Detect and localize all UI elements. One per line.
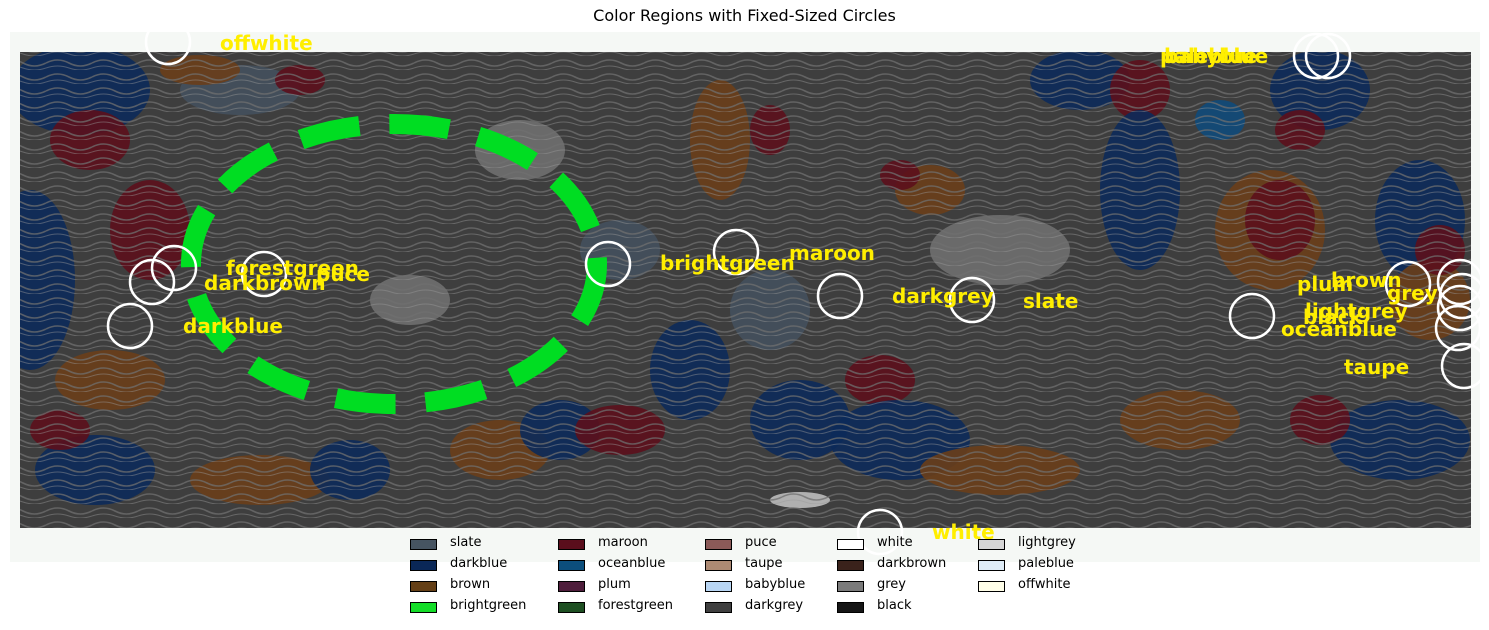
legend-swatch bbox=[558, 539, 585, 550]
marker-circle bbox=[144, 18, 192, 66]
legend-label: black bbox=[877, 598, 912, 613]
marker-circle bbox=[856, 508, 904, 556]
legend-swatch bbox=[978, 560, 1005, 571]
legend-swatch bbox=[978, 581, 1005, 592]
legend-label: taupe bbox=[745, 556, 783, 571]
marker-circle bbox=[1436, 284, 1484, 332]
chart-title: Color Regions with Fixed-Sized Circles bbox=[593, 6, 896, 25]
region-label-slate: slate bbox=[1023, 289, 1078, 313]
legend-label: paleblue bbox=[1018, 556, 1074, 571]
marker-circle bbox=[948, 276, 996, 324]
legend-label: brightgreen bbox=[450, 598, 527, 613]
marker-circle bbox=[712, 228, 760, 276]
region-label-brightgreen: brightgreen bbox=[660, 251, 795, 275]
marker-circle bbox=[128, 258, 176, 306]
marker-circle bbox=[1438, 272, 1486, 320]
legend-swatch bbox=[410, 602, 437, 613]
region-label-plum: plum bbox=[1297, 272, 1353, 296]
legend-label: maroon bbox=[598, 535, 648, 550]
region-label-brown: brown bbox=[1331, 268, 1402, 292]
legend-swatch bbox=[558, 581, 585, 592]
region-label-darkgrey: darkgrey bbox=[892, 284, 994, 308]
region-label-grey: grey bbox=[1387, 281, 1438, 305]
region-label-offwhite: offwhite bbox=[220, 31, 313, 55]
region-label-forestgreen: forestgreen bbox=[226, 256, 359, 280]
legend-label: babyblue bbox=[745, 577, 806, 592]
legend-label: slate bbox=[450, 535, 482, 550]
highlight-ellipse bbox=[181, 114, 607, 414]
legend-swatch bbox=[410, 539, 437, 550]
legend-label: darkblue bbox=[450, 556, 508, 571]
region-label-darkbrown: darkbrown bbox=[204, 271, 326, 295]
legend-swatch bbox=[705, 560, 732, 571]
legend-swatch bbox=[837, 602, 864, 613]
marker-circle bbox=[1304, 32, 1352, 80]
legend-swatch bbox=[705, 539, 732, 550]
legend-label: brown bbox=[450, 577, 491, 592]
legend-swatch bbox=[837, 560, 864, 571]
region-label-black: black bbox=[1303, 305, 1364, 329]
legend-swatch bbox=[837, 581, 864, 592]
legend-swatch bbox=[558, 602, 585, 613]
legend-label: darkbrown bbox=[877, 556, 947, 571]
marker-circle bbox=[1436, 258, 1484, 306]
legend-label: darkgrey bbox=[745, 598, 804, 613]
legend-swatch bbox=[410, 560, 437, 571]
marker-circle bbox=[584, 240, 632, 288]
legend-swatch bbox=[837, 539, 864, 550]
marker-circle bbox=[816, 272, 864, 320]
legend-swatch bbox=[705, 602, 732, 613]
legend: slate darkblue brown brightgreen maroon ocean… bbox=[404, 534, 1094, 618]
region-labels: offwhitepalebluebabyblueforestgreenpuced… bbox=[183, 31, 1438, 544]
legend-label: grey bbox=[877, 577, 907, 592]
legend-label: lightgrey bbox=[1018, 535, 1076, 550]
marker-circle bbox=[1440, 342, 1488, 390]
texture-overlay bbox=[20, 52, 1471, 528]
legend-label: forestgreen bbox=[598, 598, 674, 613]
marker-circle bbox=[1292, 32, 1340, 80]
legend-label: offwhite bbox=[1018, 577, 1071, 592]
marker-circle bbox=[240, 250, 288, 298]
region-label-oceanblue: oceanblue bbox=[1281, 317, 1397, 341]
marker-circle bbox=[1384, 260, 1432, 308]
legend-label: plum bbox=[598, 577, 631, 592]
legend-swatch bbox=[558, 560, 585, 571]
region-label-babyblue: babyblue bbox=[1164, 44, 1268, 68]
legend-label: puce bbox=[745, 535, 777, 550]
region-label-lightgrey: lightgrey bbox=[1305, 299, 1408, 323]
marker-circle bbox=[1228, 292, 1276, 340]
region-label-maroon: maroon bbox=[789, 241, 875, 265]
marker-circles bbox=[106, 18, 1488, 556]
region-label-paleblue: paleblue bbox=[1160, 44, 1257, 68]
legend-swatch bbox=[410, 581, 437, 592]
marker-circle bbox=[150, 244, 198, 292]
marker-circle bbox=[106, 302, 154, 350]
marker-circle bbox=[1434, 304, 1482, 352]
legend-label: white bbox=[877, 535, 913, 550]
legend-swatch bbox=[978, 539, 1005, 550]
legend-swatch bbox=[705, 581, 732, 592]
region-label-puce: puce bbox=[316, 262, 370, 286]
region-label-taupe: taupe bbox=[1344, 355, 1409, 379]
region-label-darkblue: darkblue bbox=[183, 314, 283, 338]
plot-frame bbox=[10, 32, 1480, 562]
legend-label: oceanblue bbox=[598, 556, 666, 571]
